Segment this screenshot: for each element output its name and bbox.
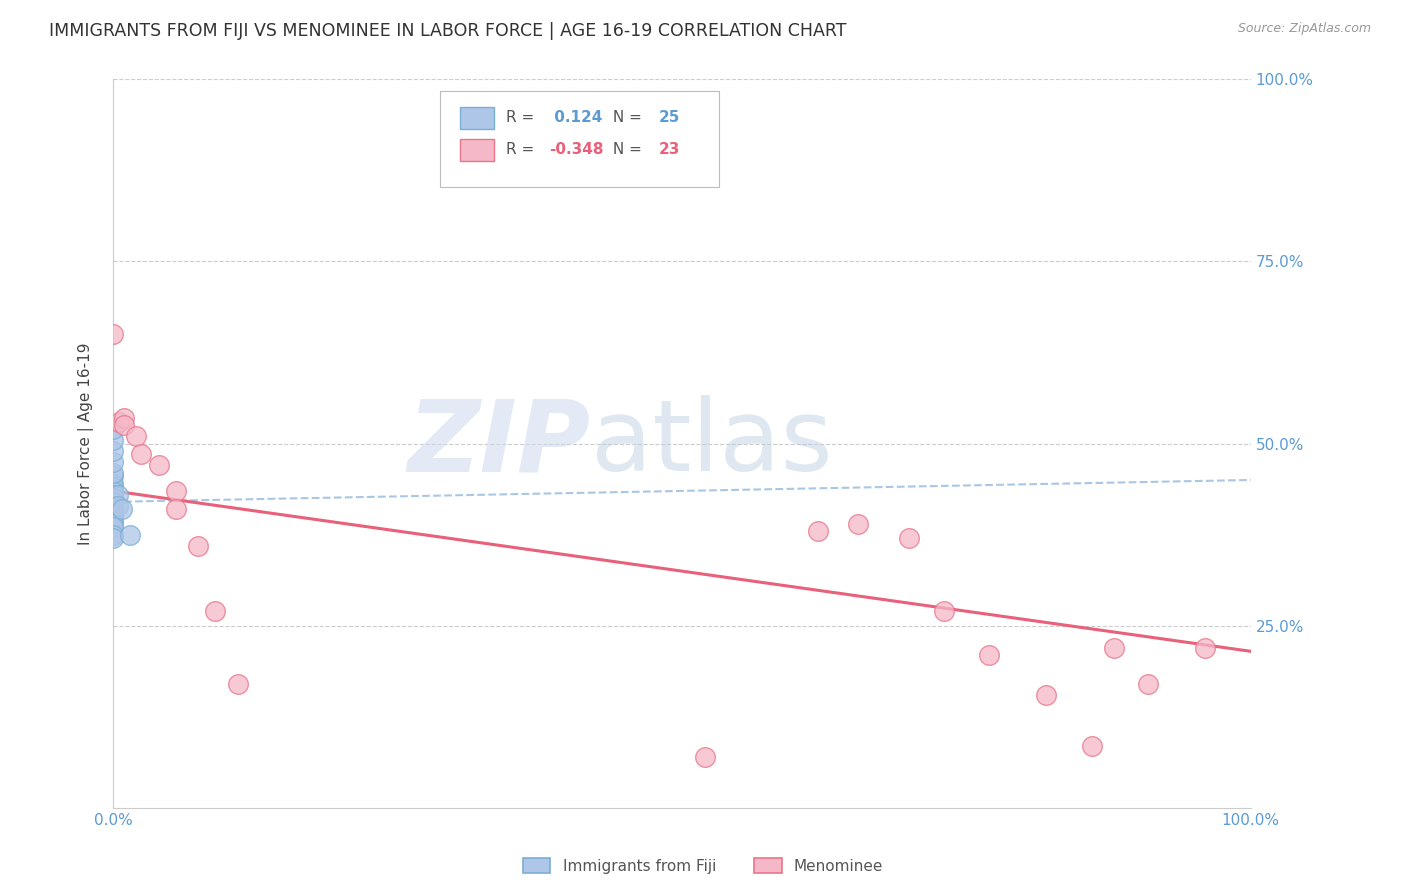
Text: 25: 25 xyxy=(659,110,681,125)
Point xyxy=(101,502,124,516)
Point xyxy=(101,516,124,531)
Point xyxy=(111,502,134,516)
Point xyxy=(101,455,124,469)
Text: R =: R = xyxy=(506,142,538,157)
Point xyxy=(165,502,187,516)
Point xyxy=(101,466,124,480)
Point xyxy=(112,411,135,425)
Y-axis label: In Labor Force | Age 16-19: In Labor Force | Age 16-19 xyxy=(79,343,94,545)
Point xyxy=(107,487,129,501)
Text: IMMIGRANTS FROM FIJI VS MENOMINEE IN LABOR FORCE | AGE 16-19 CORRELATION CHART: IMMIGRANTS FROM FIJI VS MENOMINEE IN LAB… xyxy=(49,22,846,40)
Text: R =: R = xyxy=(506,110,538,125)
FancyBboxPatch shape xyxy=(440,91,720,187)
Point xyxy=(807,524,830,538)
Point xyxy=(1035,688,1057,702)
Text: N =: N = xyxy=(607,110,647,125)
Point xyxy=(1194,640,1216,655)
FancyBboxPatch shape xyxy=(460,107,494,128)
Point xyxy=(101,499,124,513)
Point xyxy=(898,531,921,545)
Point xyxy=(226,677,249,691)
Point xyxy=(101,487,124,501)
Point xyxy=(101,327,124,342)
Legend: Immigrants from Fiji, Menominee: Immigrants from Fiji, Menominee xyxy=(516,852,890,880)
Point xyxy=(131,447,153,461)
Point xyxy=(101,469,124,483)
Text: ZIP: ZIP xyxy=(408,395,591,492)
Point xyxy=(165,483,187,498)
Point xyxy=(1104,640,1126,655)
Point xyxy=(187,539,209,553)
Point xyxy=(101,476,124,491)
Point xyxy=(101,509,124,524)
Point xyxy=(1080,739,1102,753)
Point xyxy=(101,433,124,447)
Point xyxy=(148,458,170,473)
Point xyxy=(204,604,226,618)
Point xyxy=(120,527,142,541)
Point xyxy=(125,429,148,443)
Point xyxy=(107,415,129,429)
Text: atlas: atlas xyxy=(591,395,832,492)
Point xyxy=(101,495,124,509)
Point xyxy=(101,422,124,436)
Point xyxy=(101,531,124,545)
Text: N =: N = xyxy=(607,142,647,157)
Point xyxy=(101,480,124,494)
Point xyxy=(693,750,716,764)
Point xyxy=(101,506,124,520)
Text: 0.124: 0.124 xyxy=(548,110,602,125)
Text: -0.348: -0.348 xyxy=(548,142,603,157)
Point xyxy=(101,483,124,498)
Point xyxy=(101,491,124,506)
Text: 23: 23 xyxy=(659,142,681,157)
Text: Source: ZipAtlas.com: Source: ZipAtlas.com xyxy=(1237,22,1371,36)
Point xyxy=(846,516,869,531)
FancyBboxPatch shape xyxy=(460,139,494,161)
Point xyxy=(107,499,129,513)
Point xyxy=(112,418,135,433)
Point xyxy=(977,648,1000,662)
Point xyxy=(101,527,124,541)
Point xyxy=(101,513,124,527)
Point xyxy=(932,604,955,618)
Point xyxy=(1137,677,1160,691)
Point xyxy=(101,443,124,458)
Point xyxy=(101,520,124,534)
